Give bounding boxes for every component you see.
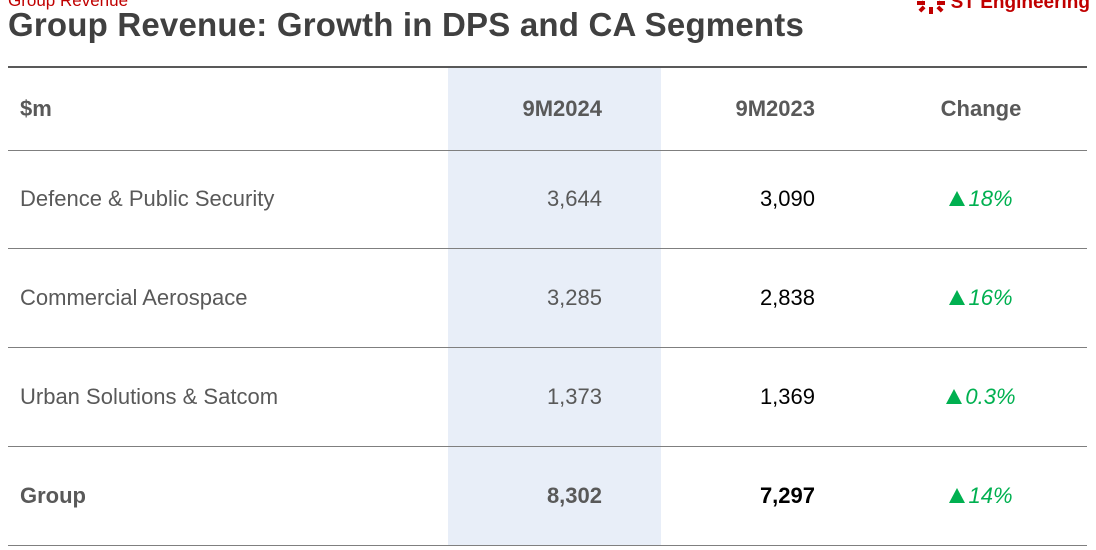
table-row: Defence & Public Security 3,644 3,090 18… — [8, 150, 1087, 249]
table-row: Urban Solutions & Satcom 1,373 1,369 0.3… — [8, 348, 1087, 447]
value-9m2023: 1,369 — [759, 384, 815, 409]
table-row-total: Group 8,302 7,297 14% — [8, 447, 1087, 546]
value-9m2023: 3,090 — [759, 186, 815, 211]
value-9m2023: 2,838 — [759, 285, 815, 310]
header-cell-unit: $m — [20, 96, 52, 121]
triangle-up-icon — [949, 487, 966, 503]
triangle-up-icon — [949, 190, 966, 206]
change-value: 16% — [968, 285, 1013, 310]
header-cell-9m2023: 9M2023 — [735, 96, 815, 121]
change-value: 14% — [968, 483, 1013, 508]
table-header-row: $m 9M2024 9M2023 Change — [8, 68, 1087, 151]
value-9m2023: 7,297 — [759, 483, 815, 508]
value-9m2024: 3,644 — [546, 186, 602, 211]
value-9m2024: 1,373 — [546, 384, 602, 409]
page-title: Group Revenue: Growth in DPS and CA Segm… — [8, 6, 804, 43]
table-row: Commercial Aerospace 3,285 2,838 16% — [8, 249, 1087, 348]
change-value: 18% — [968, 186, 1013, 211]
section-label: Group Revenue — [8, 0, 129, 10]
row-label: Urban Solutions & Satcom — [20, 384, 279, 409]
triangle-up-icon — [946, 388, 963, 404]
triangle-up-icon — [949, 289, 966, 305]
row-label: Defence & Public Security — [20, 186, 275, 211]
highlight-column-9m2024 — [448, 68, 661, 546]
value-9m2024: 3,285 — [546, 285, 602, 310]
change-cell: 16% — [888, 249, 1074, 347]
revenue-table: $m 9M2024 9M2023 Change Defence & Public… — [8, 66, 1087, 546]
st-engineering-logo-icon — [916, 0, 945, 14]
table-top-rule — [8, 66, 1087, 68]
header-cell-change: Change — [940, 96, 1022, 121]
change-cell: 0.3% — [888, 348, 1074, 446]
company-logo: ST Engineering — [916, 0, 1090, 14]
change-value: 0.3% — [965, 384, 1016, 409]
header-cell-9m2024: 9M2024 — [522, 96, 602, 121]
row-label: Commercial Aerospace — [20, 285, 248, 310]
row-label: Group — [20, 483, 86, 508]
value-9m2024: 8,302 — [546, 483, 602, 508]
logo-text: ST Engineering — [950, 0, 1090, 13]
change-cell: 18% — [888, 150, 1074, 248]
change-cell: 14% — [888, 447, 1074, 545]
